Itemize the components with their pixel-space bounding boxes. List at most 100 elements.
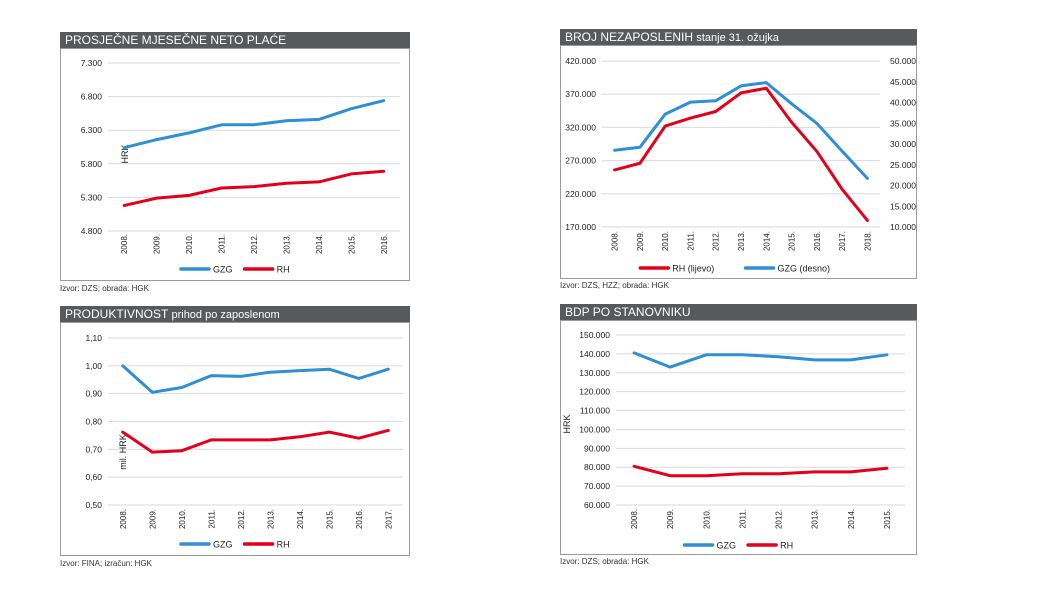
legend-label: RH (lijevo) <box>672 264 714 274</box>
chart-title-text: PROSJEČNE MJESEČNE NETO PLAĆE <box>65 33 287 47</box>
y-tick-label: 1,00 <box>85 361 102 371</box>
y-tick-label: 0,70 <box>85 444 102 454</box>
series-line-gzg <box>632 351 889 369</box>
series-line-rh <box>122 169 386 207</box>
y-tick-label: 5.300 <box>81 192 103 202</box>
y-tick-label: 6.800 <box>81 92 103 102</box>
x-tick-label: 2017. <box>838 231 847 251</box>
chart-subtitle: stanje 31. ožujka <box>696 32 779 44</box>
chart-title-text: PRODUKTIVNOST <box>65 307 169 321</box>
x-tick-label: 2014. <box>847 509 856 529</box>
series-line-gzg <box>613 81 869 180</box>
y-axis-label: mil. HRK <box>118 434 128 470</box>
y-tick-label: 320.000 <box>565 122 596 132</box>
chart-source: Izvor: DZS; obrada: HGK <box>560 557 649 566</box>
chart-title: PRODUKTIVNOST prihod po zaposlenom <box>60 306 410 322</box>
chart-title: BROJ NEZAPOSLENIH stanje 31. ožujka <box>560 29 917 45</box>
x-tick-label: 2015. <box>325 509 334 529</box>
x-tick-label: 2008. <box>611 231 620 251</box>
x-tick-label: 2011. <box>218 234 227 253</box>
x-tick-label: 2011. <box>686 231 695 250</box>
y-tick-label: 0,50 <box>85 500 102 510</box>
x-tick-label: 2012. <box>237 509 246 529</box>
chart-title: BDP PO STANOVNIKU <box>560 304 917 320</box>
y2-tick-label: 35.000 <box>890 118 916 128</box>
x-tick-label: 2010. <box>702 509 711 529</box>
y2-tick-label: 20.000 <box>890 181 916 191</box>
y-tick-label: 140.000 <box>579 349 610 359</box>
x-tick-label: 2012. <box>712 231 721 251</box>
x-tick-label: 2009. <box>153 234 162 254</box>
y-tick-label: 80.000 <box>584 462 610 472</box>
x-tick-label: 2008. <box>119 509 128 529</box>
chart-subtitle: prihod po zaposlenom <box>171 309 280 321</box>
legend-label: RH <box>277 265 290 275</box>
y2-tick-label: 25.000 <box>890 160 916 170</box>
chart-frame <box>60 322 410 556</box>
legend-label: RH <box>277 540 290 550</box>
x-tick-label: 2008. <box>630 509 639 529</box>
chart-net-salaries: 4.800 5.300 5.800 6.300 6.800 7.300 2008. 2009.… <box>81 58 400 275</box>
x-tick-label: 2010. <box>178 509 187 529</box>
y-tick-label: 1,10 <box>85 333 102 343</box>
y-tick-label: 420.000 <box>565 56 596 66</box>
x-tick-label: 2009. <box>148 509 157 529</box>
chart-gdp-per-capita: 60.000 70.000 80.000 90.000 100.000 110.000 12… <box>562 330 905 551</box>
y-tick-label: 0,60 <box>85 472 102 482</box>
y-tick-label: 270.000 <box>565 156 596 166</box>
y2-tick-label: 45.000 <box>890 77 916 87</box>
chart-unemployed: 170.000 220.000 270.000 320.000 370.000 420.0… <box>565 56 916 274</box>
x-tick-label: 2009. <box>636 231 645 251</box>
y-tick-label: 70.000 <box>584 481 610 491</box>
legend-label: GZG <box>213 540 233 550</box>
y-tick-label: 0,80 <box>85 417 102 427</box>
y-tick-label: 60.000 <box>584 500 610 510</box>
chart-frame <box>60 48 410 281</box>
x-tick-label: 2018. <box>863 231 872 251</box>
y-axis-label: HRK <box>120 144 130 163</box>
x-tick-label: 2015. <box>788 231 797 251</box>
x-tick-label: 2015. <box>883 509 892 529</box>
y-tick-label: 150.000 <box>579 330 610 340</box>
x-tick-label: 2014. <box>315 234 324 254</box>
x-tick-label: 2016. <box>380 234 389 254</box>
chart-frame <box>560 320 917 555</box>
y-tick-label: 0,90 <box>85 389 102 399</box>
x-tick-label: 2017. <box>384 509 393 529</box>
x-tick-label: 2013. <box>737 231 746 251</box>
y-tick-label: 220.000 <box>565 189 596 199</box>
x-tick-label: 2013. <box>282 234 291 254</box>
chart-title-text: BDP PO STANOVNIKU <box>565 305 691 319</box>
x-tick-label: 2016. <box>813 231 822 251</box>
y-tick-label: 370.000 <box>565 89 596 99</box>
legend-label: RH <box>780 541 793 551</box>
x-tick-label: 2015. <box>347 234 356 254</box>
chart-productivity: 0,50 0,60 0,70 0,80 0,90 1,00 1,10 2008. 2009. 20… <box>85 333 403 550</box>
y-tick-label: 90.000 <box>584 443 610 453</box>
chart-source: Izvor: FINA; izračun: HGK <box>60 559 153 568</box>
x-tick-label: 2011. <box>207 509 216 528</box>
series-line-rh <box>121 428 390 454</box>
y2-tick-label: 40.000 <box>890 98 916 108</box>
y2-tick-label: 15.000 <box>890 201 916 211</box>
y-tick-label: 5.800 <box>81 159 103 169</box>
y-tick-label: 100.000 <box>579 424 610 434</box>
x-tick-label: 2012. <box>775 509 784 529</box>
y-tick-label: 7.300 <box>81 58 103 68</box>
y-axis-label: HRK <box>562 414 572 433</box>
y2-tick-label: 10.000 <box>890 222 916 232</box>
y2-tick-label: 30.000 <box>890 139 916 149</box>
y-tick-label: 170.000 <box>565 222 596 232</box>
legend-label: GZG <box>213 265 233 275</box>
chart-frame <box>560 45 917 279</box>
chart-source: Izvor: DZS; obrada: HGK <box>60 284 149 293</box>
y2-tick-label: 50.000 <box>890 56 916 66</box>
x-tick-label: 2014. <box>762 231 771 251</box>
series-line-rh <box>632 464 889 478</box>
legend-label: GZG (desno) <box>778 264 831 274</box>
x-tick-label: 2013. <box>811 509 820 529</box>
y-tick-label: 6.300 <box>81 125 103 135</box>
chart-title-text: BROJ NEZAPOSLENIH <box>565 30 694 44</box>
x-tick-label: 2009. <box>666 509 675 529</box>
y-tick-label: 130.000 <box>579 368 610 378</box>
